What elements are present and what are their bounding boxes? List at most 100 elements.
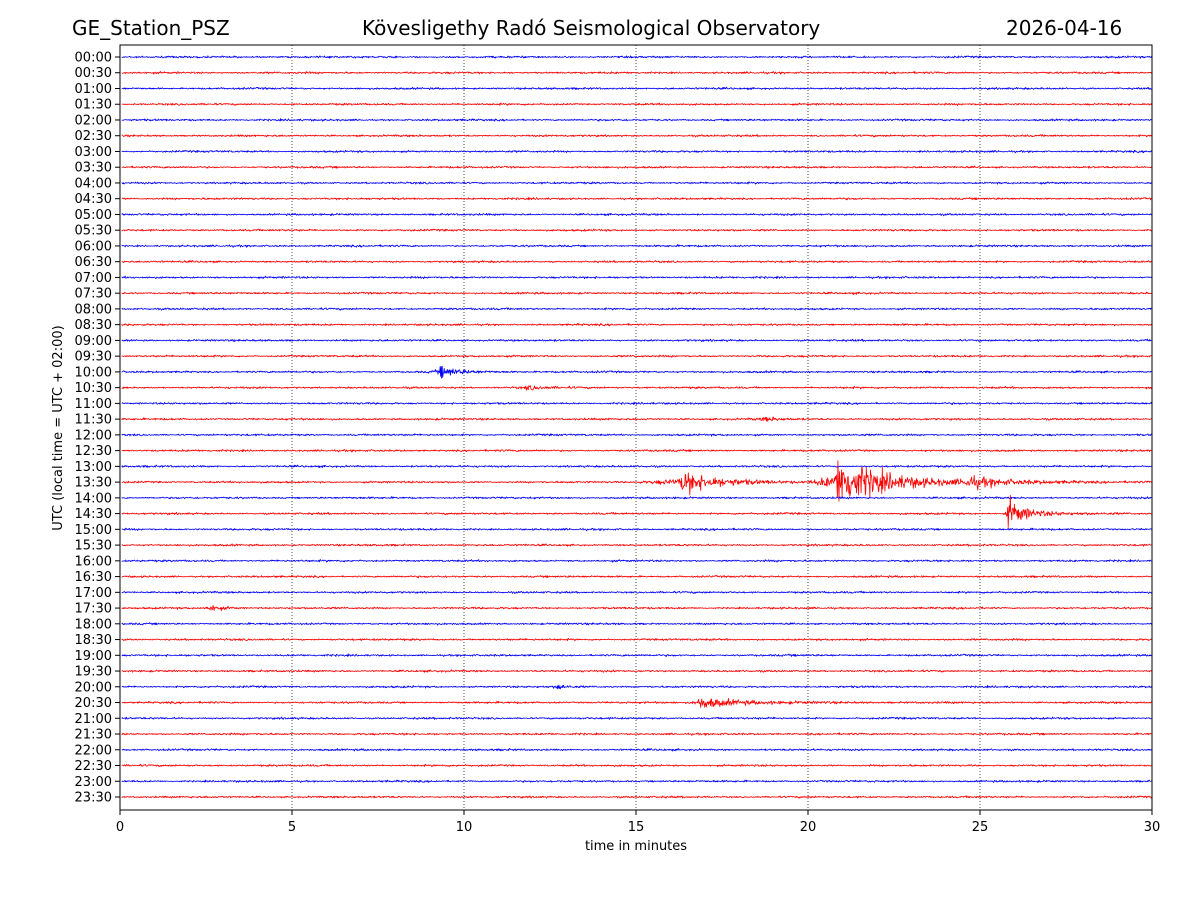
y-tick-label: 08:00 [75, 302, 112, 317]
trace-0100 [121, 86, 1152, 91]
y-tick-label: 21:00 [75, 712, 112, 727]
trace-1730 [121, 605, 1152, 612]
trace-1000 [121, 365, 1152, 379]
date-label: 2026-04-16 [1006, 16, 1123, 40]
y-tick-label: 18:30 [75, 633, 112, 648]
trace-0930 [121, 354, 1152, 358]
y-axis-label: UTC (local time = UTC + 02:00) [51, 325, 66, 530]
trace-1100 [121, 401, 1153, 406]
y-tick-label: 20:30 [75, 696, 112, 711]
y-tick-label: 10:00 [75, 365, 112, 380]
y-tick-label: 06:00 [75, 239, 112, 254]
trace-0300 [121, 149, 1153, 154]
x-tick-label: 15 [628, 820, 645, 835]
trace-0600 [121, 244, 1152, 248]
trace-2230 [121, 763, 1152, 768]
y-tick-label: 01:00 [75, 82, 112, 97]
trace-0900 [121, 338, 1152, 342]
y-tick-label: 13:30 [75, 476, 112, 491]
y-tick-label: 04:30 [75, 192, 112, 207]
trace-0700 [121, 275, 1152, 280]
trace-0830 [121, 322, 1153, 327]
trace-2300 [121, 779, 1152, 783]
trace-2030 [121, 698, 1152, 708]
y-tick-label: 05:30 [75, 224, 112, 239]
y-tick-label: 15:30 [75, 539, 112, 554]
trace-0030 [121, 71, 1152, 75]
trace-0000 [121, 55, 1153, 59]
y-tick-label: 11:30 [75, 413, 112, 428]
x-tick-label: 5 [288, 820, 296, 835]
trace-0200 [121, 118, 1152, 122]
x-tick-label: 10 [456, 820, 473, 835]
trace-2200 [121, 748, 1152, 752]
trace-1900 [121, 653, 1152, 658]
y-tick-label: 13:00 [75, 460, 112, 475]
trace-1600 [121, 559, 1152, 563]
x-axis-label: time in minutes [585, 839, 687, 854]
trace-2330 [121, 795, 1153, 799]
y-tick-label: 06:30 [75, 255, 112, 270]
y-tick-label: 22:00 [75, 743, 112, 758]
y-tick-label: 19:30 [75, 665, 112, 680]
trace-2100 [121, 716, 1152, 721]
trace-1830 [121, 637, 1152, 642]
trace-0130 [121, 102, 1153, 106]
trace-1700 [121, 590, 1152, 595]
y-tick-label: 03:30 [75, 161, 112, 176]
y-tick-label: 17:00 [75, 586, 112, 601]
y-tick-label: 23:30 [75, 791, 112, 806]
trace-1530 [121, 543, 1152, 547]
trace-1030 [121, 385, 1153, 391]
trace-1400 [121, 496, 1152, 500]
y-tick-label: 16:30 [75, 570, 112, 585]
trace-2130 [121, 732, 1152, 736]
y-tick-label: 11:00 [75, 397, 112, 412]
y-tick-label: 03:00 [75, 145, 112, 160]
trace-0730 [121, 291, 1152, 295]
y-tick-label: 17:30 [75, 602, 112, 617]
y-tick-label: 23:00 [75, 775, 112, 790]
trace-0400 [121, 181, 1153, 185]
x-tick-label: 30 [1144, 820, 1161, 835]
y-tick-label: 15:00 [75, 523, 112, 538]
trace-1800 [121, 622, 1153, 626]
trace-1930 [121, 669, 1153, 673]
chart-title: Kövesligethy Radó Seismological Observat… [362, 16, 821, 40]
y-tick-label: 09:30 [75, 350, 112, 365]
y-tick-label: 07:00 [75, 271, 112, 286]
y-tick-label: 10:30 [75, 381, 112, 396]
trace-1330 [121, 460, 1152, 502]
y-tick-label: 09:00 [75, 334, 112, 349]
trace-0530 [121, 228, 1152, 232]
y-tick-label: 05:00 [75, 208, 112, 223]
y-tick-label: 00:00 [75, 51, 112, 66]
x-tick-label: 0 [116, 820, 124, 835]
y-tick-label: 12:30 [75, 444, 112, 459]
y-tick-label: 08:30 [75, 318, 112, 333]
y-tick-label: 22:30 [75, 759, 112, 774]
y-tick-label: 20:00 [75, 680, 112, 695]
trace-1200 [121, 433, 1152, 437]
y-tick-label: 16:00 [75, 554, 112, 569]
trace-2000 [121, 684, 1153, 690]
x-tick-label: 25 [972, 820, 989, 835]
trace-0430 [121, 196, 1152, 201]
trace-1500 [121, 527, 1153, 532]
trace-0630 [121, 259, 1152, 264]
y-tick-label: 04:00 [75, 176, 112, 191]
y-tick-label: 14:00 [75, 491, 112, 506]
y-tick-label: 12:00 [75, 428, 112, 443]
x-tick-label: 20 [800, 820, 817, 835]
trace-0330 [121, 165, 1152, 169]
y-tick-label: 00:30 [75, 66, 112, 81]
y-tick-label: 01:30 [75, 98, 112, 113]
trace-0230 [121, 134, 1152, 138]
y-tick-label: 02:30 [75, 129, 112, 144]
trace-1130 [121, 416, 1152, 422]
trace-1430 [121, 495, 1152, 528]
y-tick-label: 14:30 [75, 507, 112, 522]
trace-0800 [121, 307, 1152, 311]
trace-1630 [121, 574, 1152, 579]
